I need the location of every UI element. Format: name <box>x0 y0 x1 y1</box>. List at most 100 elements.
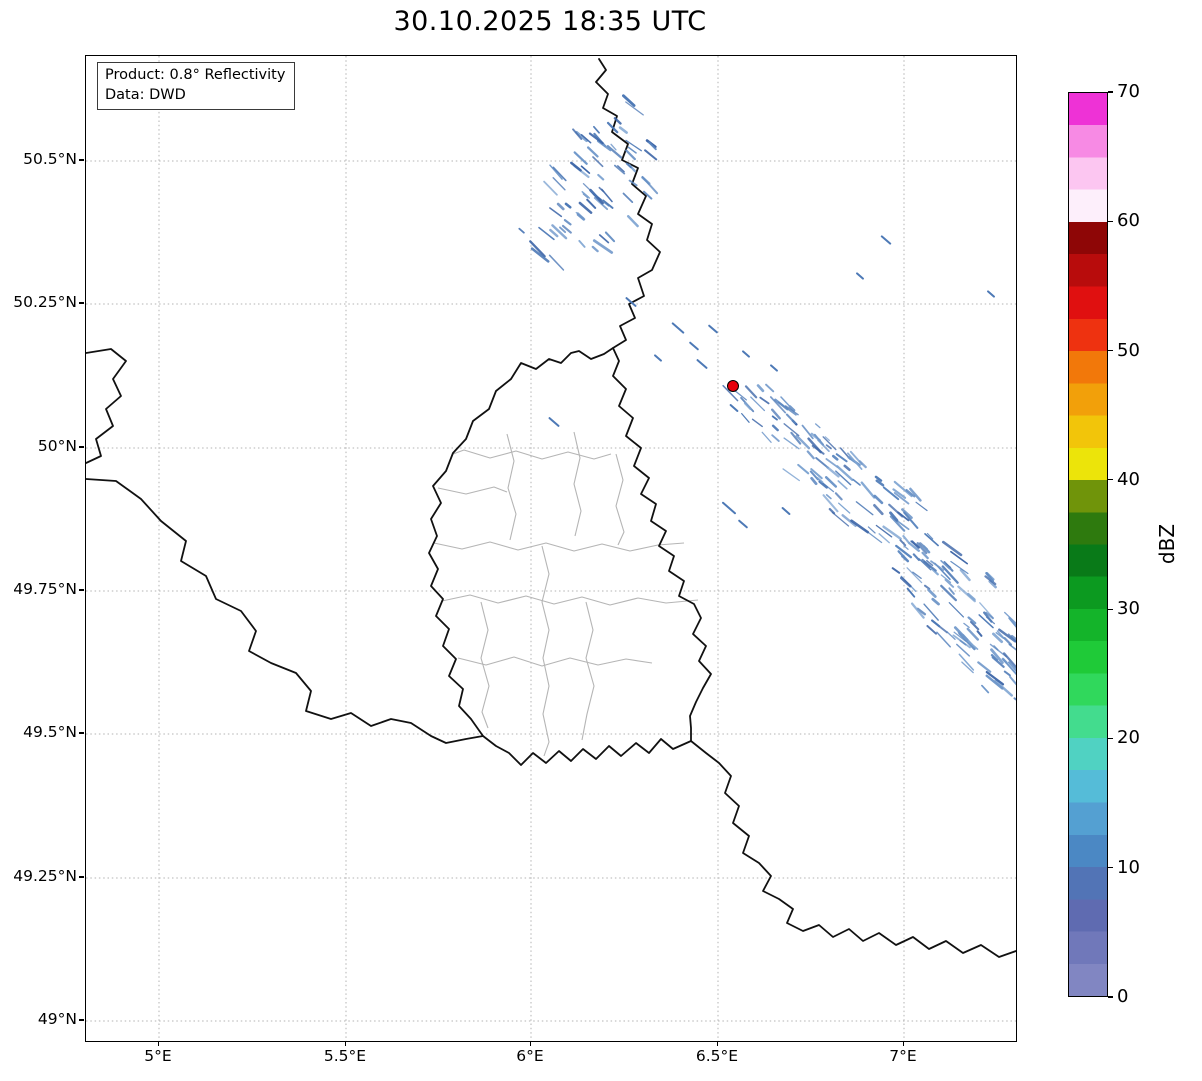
echo-streak <box>835 470 852 486</box>
echo-streak <box>910 602 925 619</box>
echo-streak <box>593 125 600 134</box>
echo-streak <box>880 235 892 245</box>
echo-streak <box>985 670 1005 686</box>
echo-streak <box>618 126 628 134</box>
echo-streak <box>892 488 907 499</box>
map-axes: Product: 0.8° Reflectivity Data: DWD <box>85 55 1017 1042</box>
echo-streak <box>1007 633 1016 643</box>
echo-streak <box>572 128 583 140</box>
echo-streak <box>944 578 955 588</box>
echo-streak <box>822 494 839 513</box>
echo-streak <box>978 614 994 629</box>
echo-streak <box>850 519 870 534</box>
x-tick-label: 6°E <box>516 1047 544 1065</box>
echo-streak <box>769 396 787 414</box>
echo-streak <box>957 585 976 603</box>
echo-streak <box>888 503 904 518</box>
x-tick-mark <box>716 1041 718 1046</box>
echo-streak <box>908 541 920 552</box>
echo-streak <box>931 619 941 628</box>
x-tick-mark <box>902 1041 904 1046</box>
echo-streak <box>841 514 857 528</box>
luxembourg-district-borders <box>433 431 699 757</box>
echo-streak <box>708 324 718 334</box>
echo-streak <box>742 350 750 358</box>
echo-streak <box>959 639 967 646</box>
echo-streak <box>606 145 623 159</box>
colorbar-tick-mark <box>1108 220 1113 222</box>
country-borders <box>86 58 1016 958</box>
echo-streak <box>924 533 939 547</box>
echo-streak <box>893 492 910 505</box>
echo-streak <box>834 492 843 501</box>
echo-streak <box>899 539 907 547</box>
echo-streak <box>988 580 997 589</box>
border-left-segment <box>86 348 127 464</box>
echo-streak <box>987 290 995 298</box>
echo-streak <box>573 151 588 165</box>
y-tick-mark <box>79 159 84 161</box>
echo-streak <box>756 384 765 393</box>
echo-streak <box>824 476 838 488</box>
echo-streak <box>961 661 974 674</box>
echo-streak <box>936 631 951 648</box>
echo-streak <box>958 653 975 671</box>
echo-streak <box>785 413 797 424</box>
echo-streak <box>816 476 824 484</box>
x-tick-mark <box>529 1041 531 1046</box>
y-tick-label: 49.75°N <box>13 580 77 598</box>
echo-streak <box>815 457 829 469</box>
echo-streak <box>801 424 814 440</box>
echo-streak <box>625 297 637 307</box>
echo-streak <box>911 540 920 549</box>
figure-title: 30.10.2025 18:35 UTC <box>393 6 707 37</box>
echo-streak <box>990 654 998 662</box>
echo-streak <box>761 431 772 443</box>
echo-streak <box>875 479 885 487</box>
echo-streak <box>622 94 636 107</box>
echo-streak <box>860 481 876 499</box>
echo-streak <box>1002 658 1016 676</box>
echo-streak <box>759 396 770 405</box>
echo-streak <box>926 559 934 567</box>
echo-streak <box>926 625 937 635</box>
radar-echoes <box>518 94 1016 701</box>
echo-streak <box>561 224 572 234</box>
y-tick-mark <box>79 1019 84 1021</box>
echo-streak <box>826 466 840 478</box>
echo-streak <box>822 436 837 451</box>
echo-streak <box>977 661 992 673</box>
echo-streak <box>891 567 901 574</box>
colorbar-tick-label: 0 <box>1117 986 1129 1007</box>
echo-streak <box>576 212 586 221</box>
district-border <box>480 601 490 729</box>
echo-streak <box>985 611 994 620</box>
district-border <box>452 449 612 460</box>
echo-streak <box>922 545 931 554</box>
echo-streak <box>992 632 1004 644</box>
echo-streak <box>780 396 791 407</box>
echo-streak <box>614 164 626 175</box>
echo-streak <box>811 444 825 455</box>
echo-streak <box>926 532 934 540</box>
echo-streak <box>1003 637 1013 646</box>
echo-streak <box>563 219 572 226</box>
echo-streak <box>625 139 642 152</box>
echo-streak <box>953 626 969 642</box>
colorbar-tick-mark <box>1108 349 1113 352</box>
echo-streak <box>825 444 832 450</box>
echo-streak <box>782 468 800 482</box>
echo-streak <box>882 525 902 541</box>
x-tick-label: 6.5°E <box>695 1047 739 1065</box>
echo-streak <box>970 620 980 631</box>
colorbar-unit-label: dBZ <box>1155 523 1179 565</box>
echo-streak <box>671 322 685 334</box>
echo-streak <box>744 385 758 399</box>
echo-streak <box>930 560 945 571</box>
echo-streak <box>810 476 818 486</box>
echo-streak <box>549 164 563 180</box>
colorbar-tick-label: 50 <box>1117 339 1140 361</box>
echo-streak <box>610 143 617 151</box>
colorbar-tick-label: 10 <box>1117 856 1140 878</box>
echo-streak <box>549 228 559 238</box>
